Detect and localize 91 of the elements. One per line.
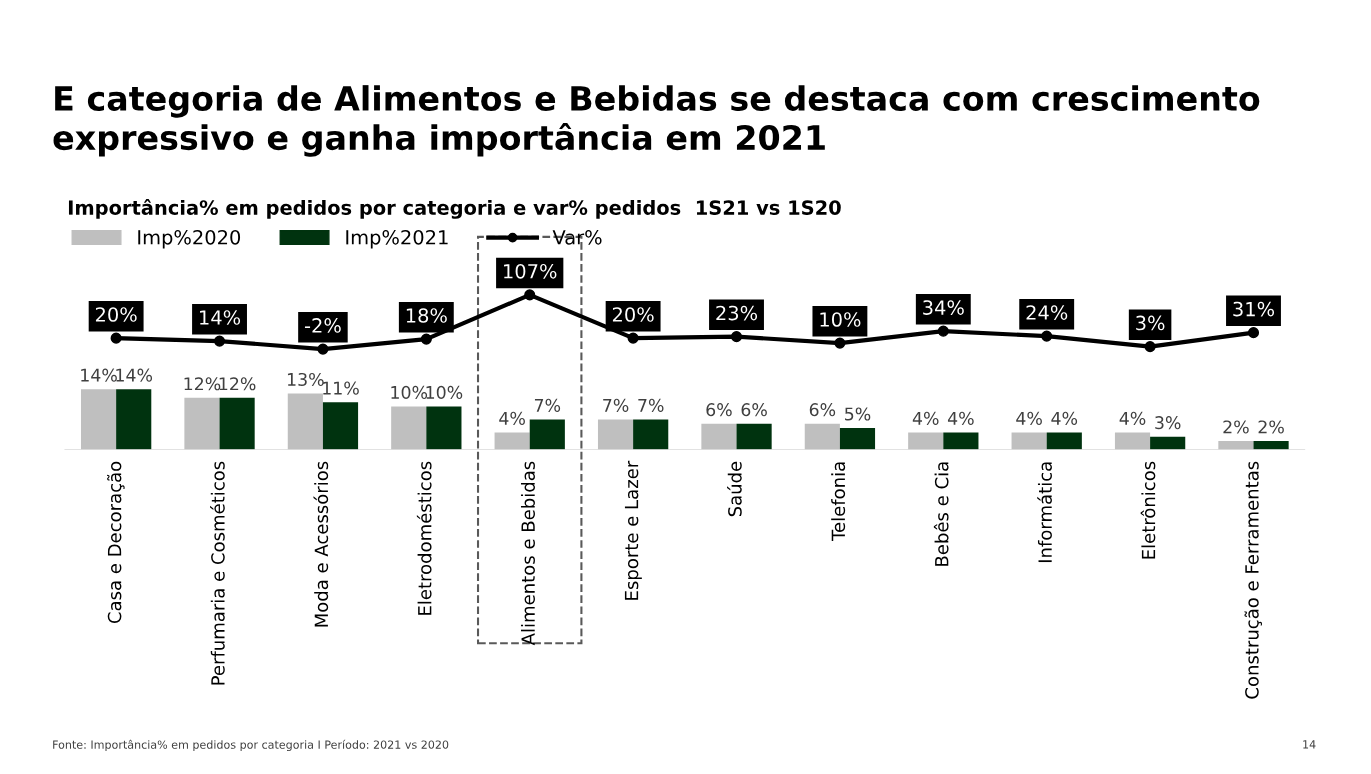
bar [804, 423, 840, 450]
data-label: 2% [1258, 420, 1284, 434]
bar [701, 423, 737, 450]
point [627, 332, 639, 344]
bar [1150, 436, 1186, 450]
data-label: 4% [1051, 411, 1078, 425]
x-tick-label: Informática [1037, 462, 1052, 563]
x-tick-label: Esporte e Lazer [624, 460, 642, 600]
data-label: 5% [845, 407, 871, 421]
x-tick-label: Casa e Decoração [107, 461, 125, 624]
bar [116, 389, 152, 450]
data-label: 10% [820, 312, 861, 327]
bar [391, 406, 427, 450]
point [420, 333, 432, 345]
data-label: 4% [1016, 411, 1042, 425]
chart-subtitle: Importância% em pedidos por categoria e var% pedidos 1S21 vs 1S20 [68, 199, 841, 219]
data-label: 4% [912, 411, 939, 425]
bar [322, 402, 359, 450]
data-label: 2% [1223, 420, 1249, 434]
legend-label: Var% [552, 229, 602, 245]
bar [219, 397, 255, 450]
data-label: 34% [923, 300, 964, 315]
data-label: 3% [1155, 416, 1181, 430]
data-label: 4% [947, 411, 974, 425]
data-label: 10% [391, 385, 428, 399]
x-tick-label: Perfumaria e Cosméticos [210, 461, 225, 685]
x-tick-label: Bebês e Cia [933, 462, 949, 566]
data-label: 7% [603, 398, 629, 412]
data-label: 6% [809, 403, 836, 417]
data-label: 14% [200, 310, 241, 325]
bar [1011, 432, 1047, 450]
text: 14 [1303, 740, 1316, 749]
data-label: -2% [304, 318, 341, 333]
point [834, 337, 846, 349]
x-tick-label: Telefonia [831, 462, 846, 541]
bar [529, 419, 565, 450]
data-label: 14% [81, 368, 117, 382]
x-tick-label: Moda e Acessórios [313, 461, 329, 627]
bar [908, 432, 944, 450]
data-label: 6% [741, 403, 767, 417]
bar [839, 428, 876, 450]
legend-label: Imp%2020 [138, 229, 241, 249]
data-label: 7% [638, 398, 664, 412]
bar [1253, 441, 1289, 450]
bar [1046, 432, 1082, 450]
point [524, 289, 536, 301]
data-label: 12% [219, 377, 256, 391]
data-label: 4% [499, 411, 525, 425]
bar [184, 397, 220, 450]
point [730, 331, 743, 343]
bar [633, 419, 669, 450]
data-label: 23% [716, 305, 758, 321]
point [1247, 327, 1260, 339]
data-label: 10% [426, 385, 463, 399]
chart-title: E categoria de Alimentos e Bebidas se destaca com crescimento expressivo e ganha importância em 2021 [53, 85, 1260, 157]
bar [426, 406, 462, 450]
point [317, 343, 329, 355]
legend-label: Imp%2021 [346, 229, 448, 249]
bar [1114, 432, 1151, 450]
point [1041, 330, 1053, 342]
data-label: 20% [95, 307, 137, 322]
x-tick-label: Saúde [727, 461, 742, 517]
bar [80, 389, 117, 450]
bar [943, 432, 979, 450]
bar [1218, 441, 1254, 450]
x-tick-label: Construção e Ferramentas [1244, 461, 1262, 699]
data-label: 20% [612, 307, 654, 322]
point [1144, 341, 1156, 353]
x-tick-label: Eletrônicos [1140, 461, 1156, 559]
data-label: 3% [1136, 315, 1165, 331]
bar [494, 432, 530, 450]
point [213, 335, 226, 347]
data-label: 12% [184, 377, 221, 391]
bar [597, 419, 634, 450]
x-tick-label: Alimentos e Bebidas [520, 461, 535, 646]
data-label: 31% [1233, 301, 1275, 317]
point [937, 325, 949, 337]
data-label: 14% [116, 368, 153, 382]
point [110, 332, 122, 344]
data-label: 11% [323, 381, 359, 395]
data-label: 24% [1026, 305, 1068, 320]
data-label: 7% [534, 398, 561, 412]
data-label: 13% [287, 372, 324, 387]
data-label: 18% [406, 308, 447, 323]
data-label: 6% [706, 403, 732, 417]
data-label: 107% [504, 263, 557, 279]
x-tick-label: Eletrodomésticos [416, 461, 432, 615]
data-label: 4% [1119, 411, 1146, 425]
bar [287, 393, 323, 450]
bar [736, 423, 772, 450]
source-note: Fonte: Importância% em pedidos por categoria I Período: 2021 vs 2020 [53, 739, 449, 751]
